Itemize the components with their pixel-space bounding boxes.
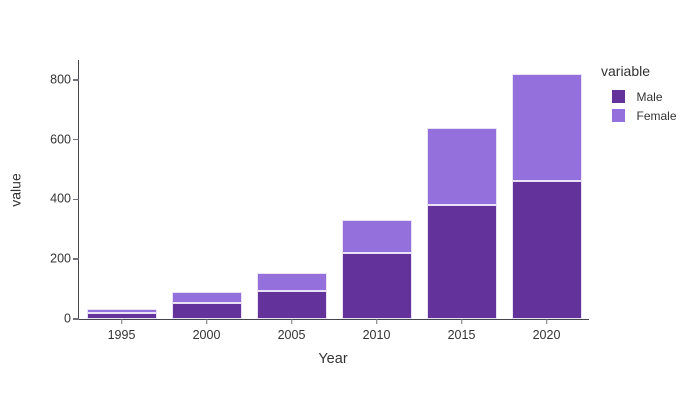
bar-segment-male-2000[interactable]	[171, 302, 242, 319]
x-tick-mark-2010	[375, 319, 378, 324]
x-tick-mark-2020	[545, 319, 548, 324]
bar-segment-female-2010[interactable]	[341, 220, 412, 254]
y-tick-mark-600	[73, 138, 79, 141]
x-tick-mark-1995	[120, 319, 123, 324]
legend-item-female[interactable]: Female	[601, 106, 677, 125]
bar-segment-female-2005[interactable]	[256, 272, 327, 291]
bar-group-2010	[334, 60, 419, 319]
y-tick-label-600: 600	[50, 132, 71, 147]
legend-item-label: Male	[636, 89, 663, 104]
bar-2000	[171, 292, 242, 319]
bar-2010	[341, 220, 412, 319]
legend: variable Male Female	[601, 63, 677, 125]
bar-2005	[256, 272, 327, 319]
legend-swatch-male	[612, 90, 625, 103]
y-tick-label-800: 800	[50, 72, 71, 87]
plot-area: 0 200 400 600 800 1995 2000 2005 2010 2015 2020	[50, 60, 589, 342]
bars-container	[79, 60, 589, 319]
x-tick-mark-2005	[290, 319, 293, 324]
bar-segment-male-2015[interactable]	[426, 205, 497, 319]
x-tick-label-2020: 2020	[532, 328, 561, 342]
bar-group-2020	[504, 60, 589, 319]
y-axis-title-wrap: value	[2, 60, 30, 319]
bar-2015	[426, 127, 497, 319]
legend-item-label: Female	[636, 108, 677, 123]
bar-segment-female-2015[interactable]	[426, 127, 497, 206]
bar-segment-male-2010[interactable]	[341, 253, 412, 319]
bar-group-2005	[249, 60, 334, 319]
bar-1995	[86, 308, 157, 319]
x-tick-mark-2015	[460, 319, 463, 324]
bar-2020	[511, 73, 582, 319]
bar-group-1995	[79, 60, 164, 319]
y-axis-title: value	[8, 172, 24, 207]
y-tick-mark-0	[73, 318, 79, 320]
legend-title: variable	[601, 63, 651, 79]
x-tick-label-2010: 2010	[362, 328, 391, 342]
bar-segment-female-1995[interactable]	[86, 308, 157, 314]
x-tick-label-1995: 1995	[107, 328, 136, 342]
y-tick-label-400: 400	[50, 191, 71, 206]
bar-group-2015	[419, 60, 504, 319]
bar-segment-male-2005[interactable]	[256, 290, 327, 319]
bar-segment-female-2000[interactable]	[171, 292, 242, 303]
bar-segment-female-2020[interactable]	[511, 73, 582, 182]
bar-segment-male-2020[interactable]	[511, 181, 582, 319]
x-tick-label-2005: 2005	[277, 328, 306, 342]
legend-swatch-female	[612, 109, 625, 122]
y-tick-label-0: 0	[64, 311, 71, 326]
y-tick-mark-200	[73, 258, 79, 260]
x-tick-mark-2000	[205, 319, 208, 324]
x-tick-label-2000: 2000	[192, 328, 221, 342]
x-axis-title: Year	[318, 351, 348, 367]
y-tick-mark-400	[73, 198, 79, 201]
legend-item-male[interactable]: Male	[601, 87, 677, 106]
y-tick-mark-800	[73, 79, 79, 81]
x-tick-label-2015: 2015	[447, 328, 476, 342]
legend-items: Male Female	[601, 87, 677, 125]
bar-segment-male-1995[interactable]	[86, 313, 157, 319]
y-tick-label-200: 200	[50, 251, 71, 266]
bar-group-2000	[164, 60, 249, 319]
